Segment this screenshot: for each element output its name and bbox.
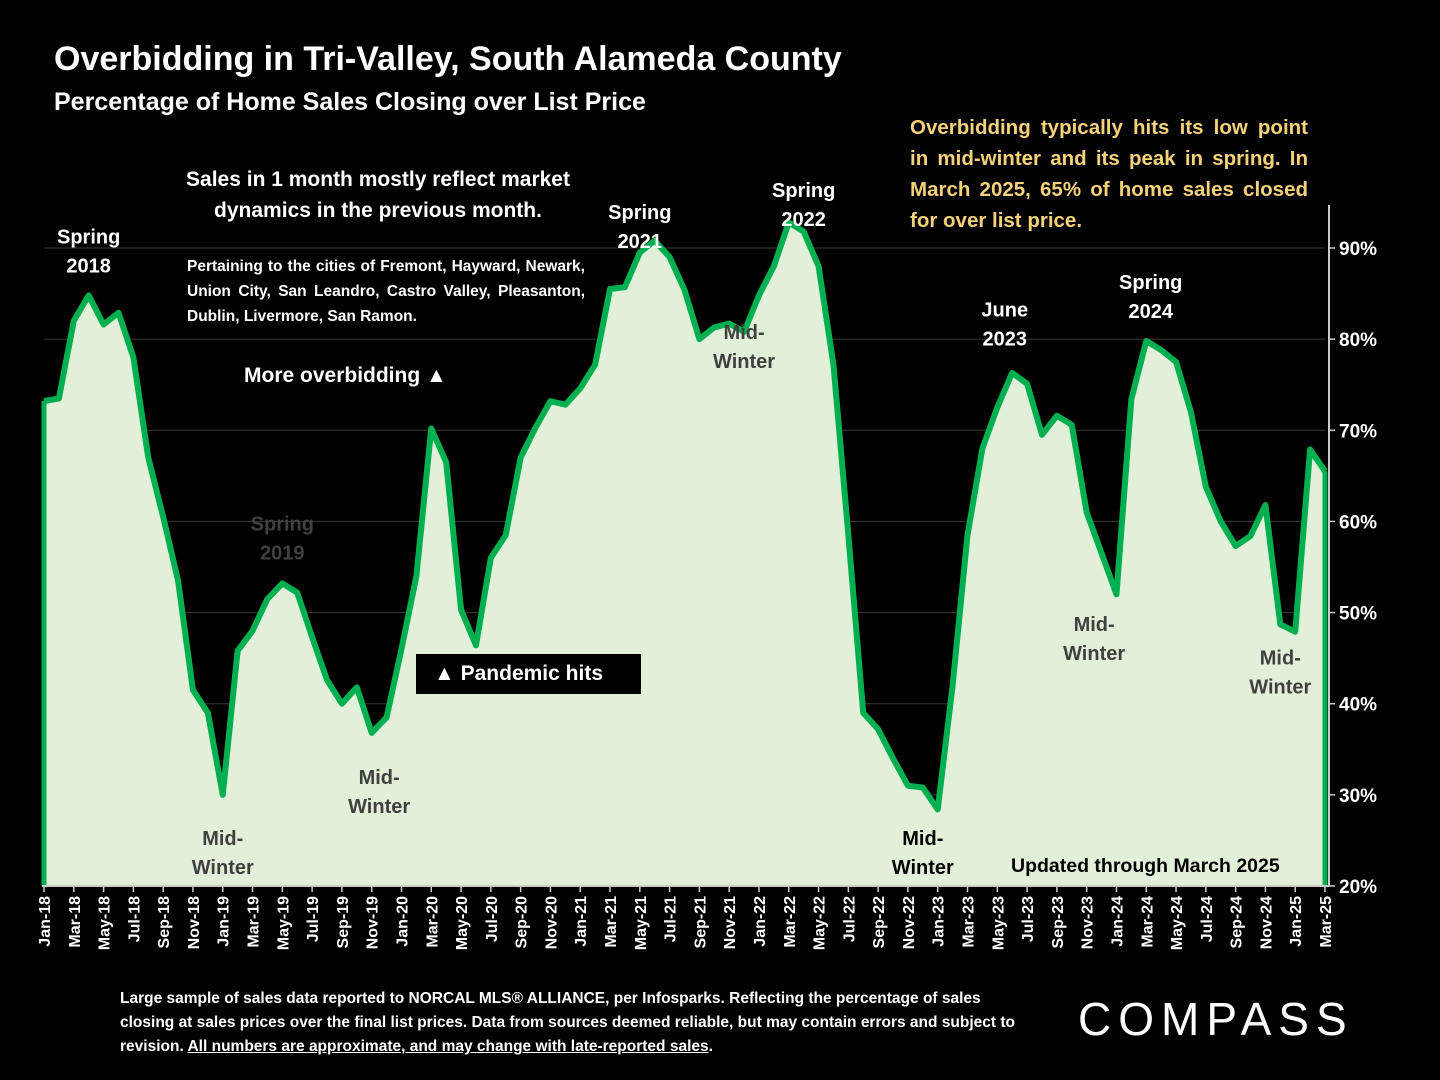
- peak-trough-annotation: Spring 2019: [251, 514, 314, 565]
- x-axis-ticks: Jan-18 Mar-18 May-18 Jul-18 Sep-18 Nov-18 Jan-…: [37, 886, 1335, 950]
- callout-note: Overbidding typically hits its low point…: [910, 116, 1308, 232]
- x-tick-label: Mar-22: [782, 896, 799, 948]
- peak-trough-annotation: Mid-Winter: [192, 828, 254, 879]
- y-tick-label: 60%: [1339, 512, 1377, 533]
- series-area: [44, 222, 1325, 887]
- x-tick-label: Jan-25: [1288, 896, 1305, 947]
- x-tick-label: Nov-20: [543, 896, 560, 949]
- x-tick-label: Mar-25: [1318, 896, 1335, 948]
- y-tick-label: 40%: [1339, 695, 1377, 716]
- x-tick-label: May-20: [454, 896, 471, 950]
- peak-trough-annotation: Mid-Winter: [892, 828, 954, 879]
- compass-logo: COMPASS: [1078, 993, 1354, 1045]
- updated-label: Updated through March 2025: [1011, 855, 1280, 877]
- x-tick-label: Jan-20: [394, 896, 411, 947]
- axes: [41, 205, 1330, 887]
- x-tick-label: Sep-20: [514, 896, 531, 949]
- x-tick-label: Mar-23: [961, 896, 978, 948]
- x-tick-label: Nov-23: [1080, 896, 1097, 949]
- x-tick-label: Nov-21: [722, 896, 739, 949]
- x-tick-label: May-22: [812, 896, 829, 950]
- footnote-end: .: [708, 1038, 713, 1055]
- footnote: Large sample of sales data reported to N…: [120, 987, 1020, 1059]
- x-tick-label: May-23: [990, 896, 1007, 950]
- peak-trough-annotation: Mid-Winter: [713, 322, 775, 373]
- peak-trough-annotation: Spring 2018: [57, 226, 120, 277]
- footnote-underlined: All numbers are approximate, and may cha…: [187, 1038, 709, 1055]
- x-tick-label: Jan-24: [1109, 896, 1126, 947]
- x-tick-label: Jul-22: [841, 896, 858, 942]
- x-tick-label: Sep-22: [871, 896, 888, 949]
- x-tick-label: May-24: [1169, 896, 1186, 950]
- chart-subtitle: Percentage of Home Sales Closing over Li…: [54, 88, 646, 116]
- x-tick-label: Jan-19: [216, 896, 233, 947]
- x-tick-label: Jul-23: [1020, 896, 1037, 942]
- x-tick-label: Sep-19: [335, 896, 352, 949]
- x-tick-label: Nov-24: [1258, 896, 1275, 949]
- x-tick-label: Jul-21: [663, 896, 680, 942]
- x-tick-label: Jan-22: [752, 896, 769, 947]
- x-tick-label: Mar-18: [67, 896, 84, 948]
- y-tick-label: 50%: [1339, 604, 1377, 625]
- x-tick-label: Jul-24: [1199, 896, 1216, 942]
- peak-trough-annotation: Mid-Winter: [1249, 648, 1311, 699]
- x-tick-label: Mar-21: [603, 896, 620, 948]
- x-tick-label: Nov-18: [186, 896, 203, 949]
- x-tick-label: May-21: [633, 896, 650, 950]
- more-overbidding-label: More overbidding ▲: [244, 364, 447, 387]
- peak-trough-annotation: Mid-Winter: [348, 767, 410, 818]
- peak-trough-annotation: Mid-Winter: [1063, 614, 1125, 665]
- y-tick-label: 70%: [1339, 421, 1377, 442]
- x-tick-label: Nov-19: [365, 896, 382, 949]
- peak-trough-annotation: Spring 2024: [1119, 272, 1182, 323]
- series-line: [43, 219, 1328, 813]
- y-axis-ticks: 20% 30% 40% 50% 60% 70% 80% 90%: [1329, 239, 1377, 898]
- x-tick-label: Jul-20: [484, 896, 501, 942]
- x-tick-label: Mar-24: [1139, 896, 1156, 948]
- x-tick-label: Sep-18: [156, 896, 173, 949]
- x-tick-label: Jan-18: [37, 896, 54, 947]
- x-tick-label: Nov-22: [901, 896, 918, 949]
- y-tick-label: 80%: [1339, 330, 1377, 351]
- x-tick-label: Sep-24: [1229, 896, 1246, 949]
- x-tick-label: May-18: [97, 896, 114, 950]
- footnote-text: Large sample of sales data reported to N…: [120, 990, 1015, 1055]
- peak-trough-annotation: Spring 2021: [608, 202, 671, 253]
- peak-trough-annotation: June 2023: [981, 299, 1028, 350]
- pandemic-label: ▲ Pandemic hits: [416, 654, 641, 694]
- x-tick-label: Mar-20: [424, 896, 441, 948]
- x-tick-label: Jan-21: [573, 896, 590, 947]
- x-tick-label: Sep-23: [1050, 896, 1067, 949]
- y-tick-label: 20%: [1339, 877, 1377, 898]
- y-tick-label: 30%: [1339, 786, 1377, 807]
- peak-trough-annotation: Spring 2022: [772, 180, 835, 231]
- x-tick-label: Sep-21: [692, 896, 709, 949]
- x-tick-label: Jan-23: [931, 896, 948, 947]
- chart-title: Overbidding in Tri-Valley, South Alameda…: [54, 40, 842, 78]
- lag-note: Sales in 1 month mostly reflect market d…: [186, 168, 570, 222]
- y-tick-label: 90%: [1339, 239, 1377, 260]
- x-tick-label: Jul-19: [305, 896, 322, 942]
- x-tick-label: Jul-18: [126, 896, 143, 942]
- x-tick-label: May-19: [275, 896, 292, 950]
- cities-note: Pertaining to the cities of Fremont, Hay…: [187, 258, 585, 325]
- x-tick-label: Mar-19: [246, 896, 263, 948]
- annotations: Spring 2018 Mid-Winter Spring 2019 Mid-Winter…: [57, 180, 1312, 879]
